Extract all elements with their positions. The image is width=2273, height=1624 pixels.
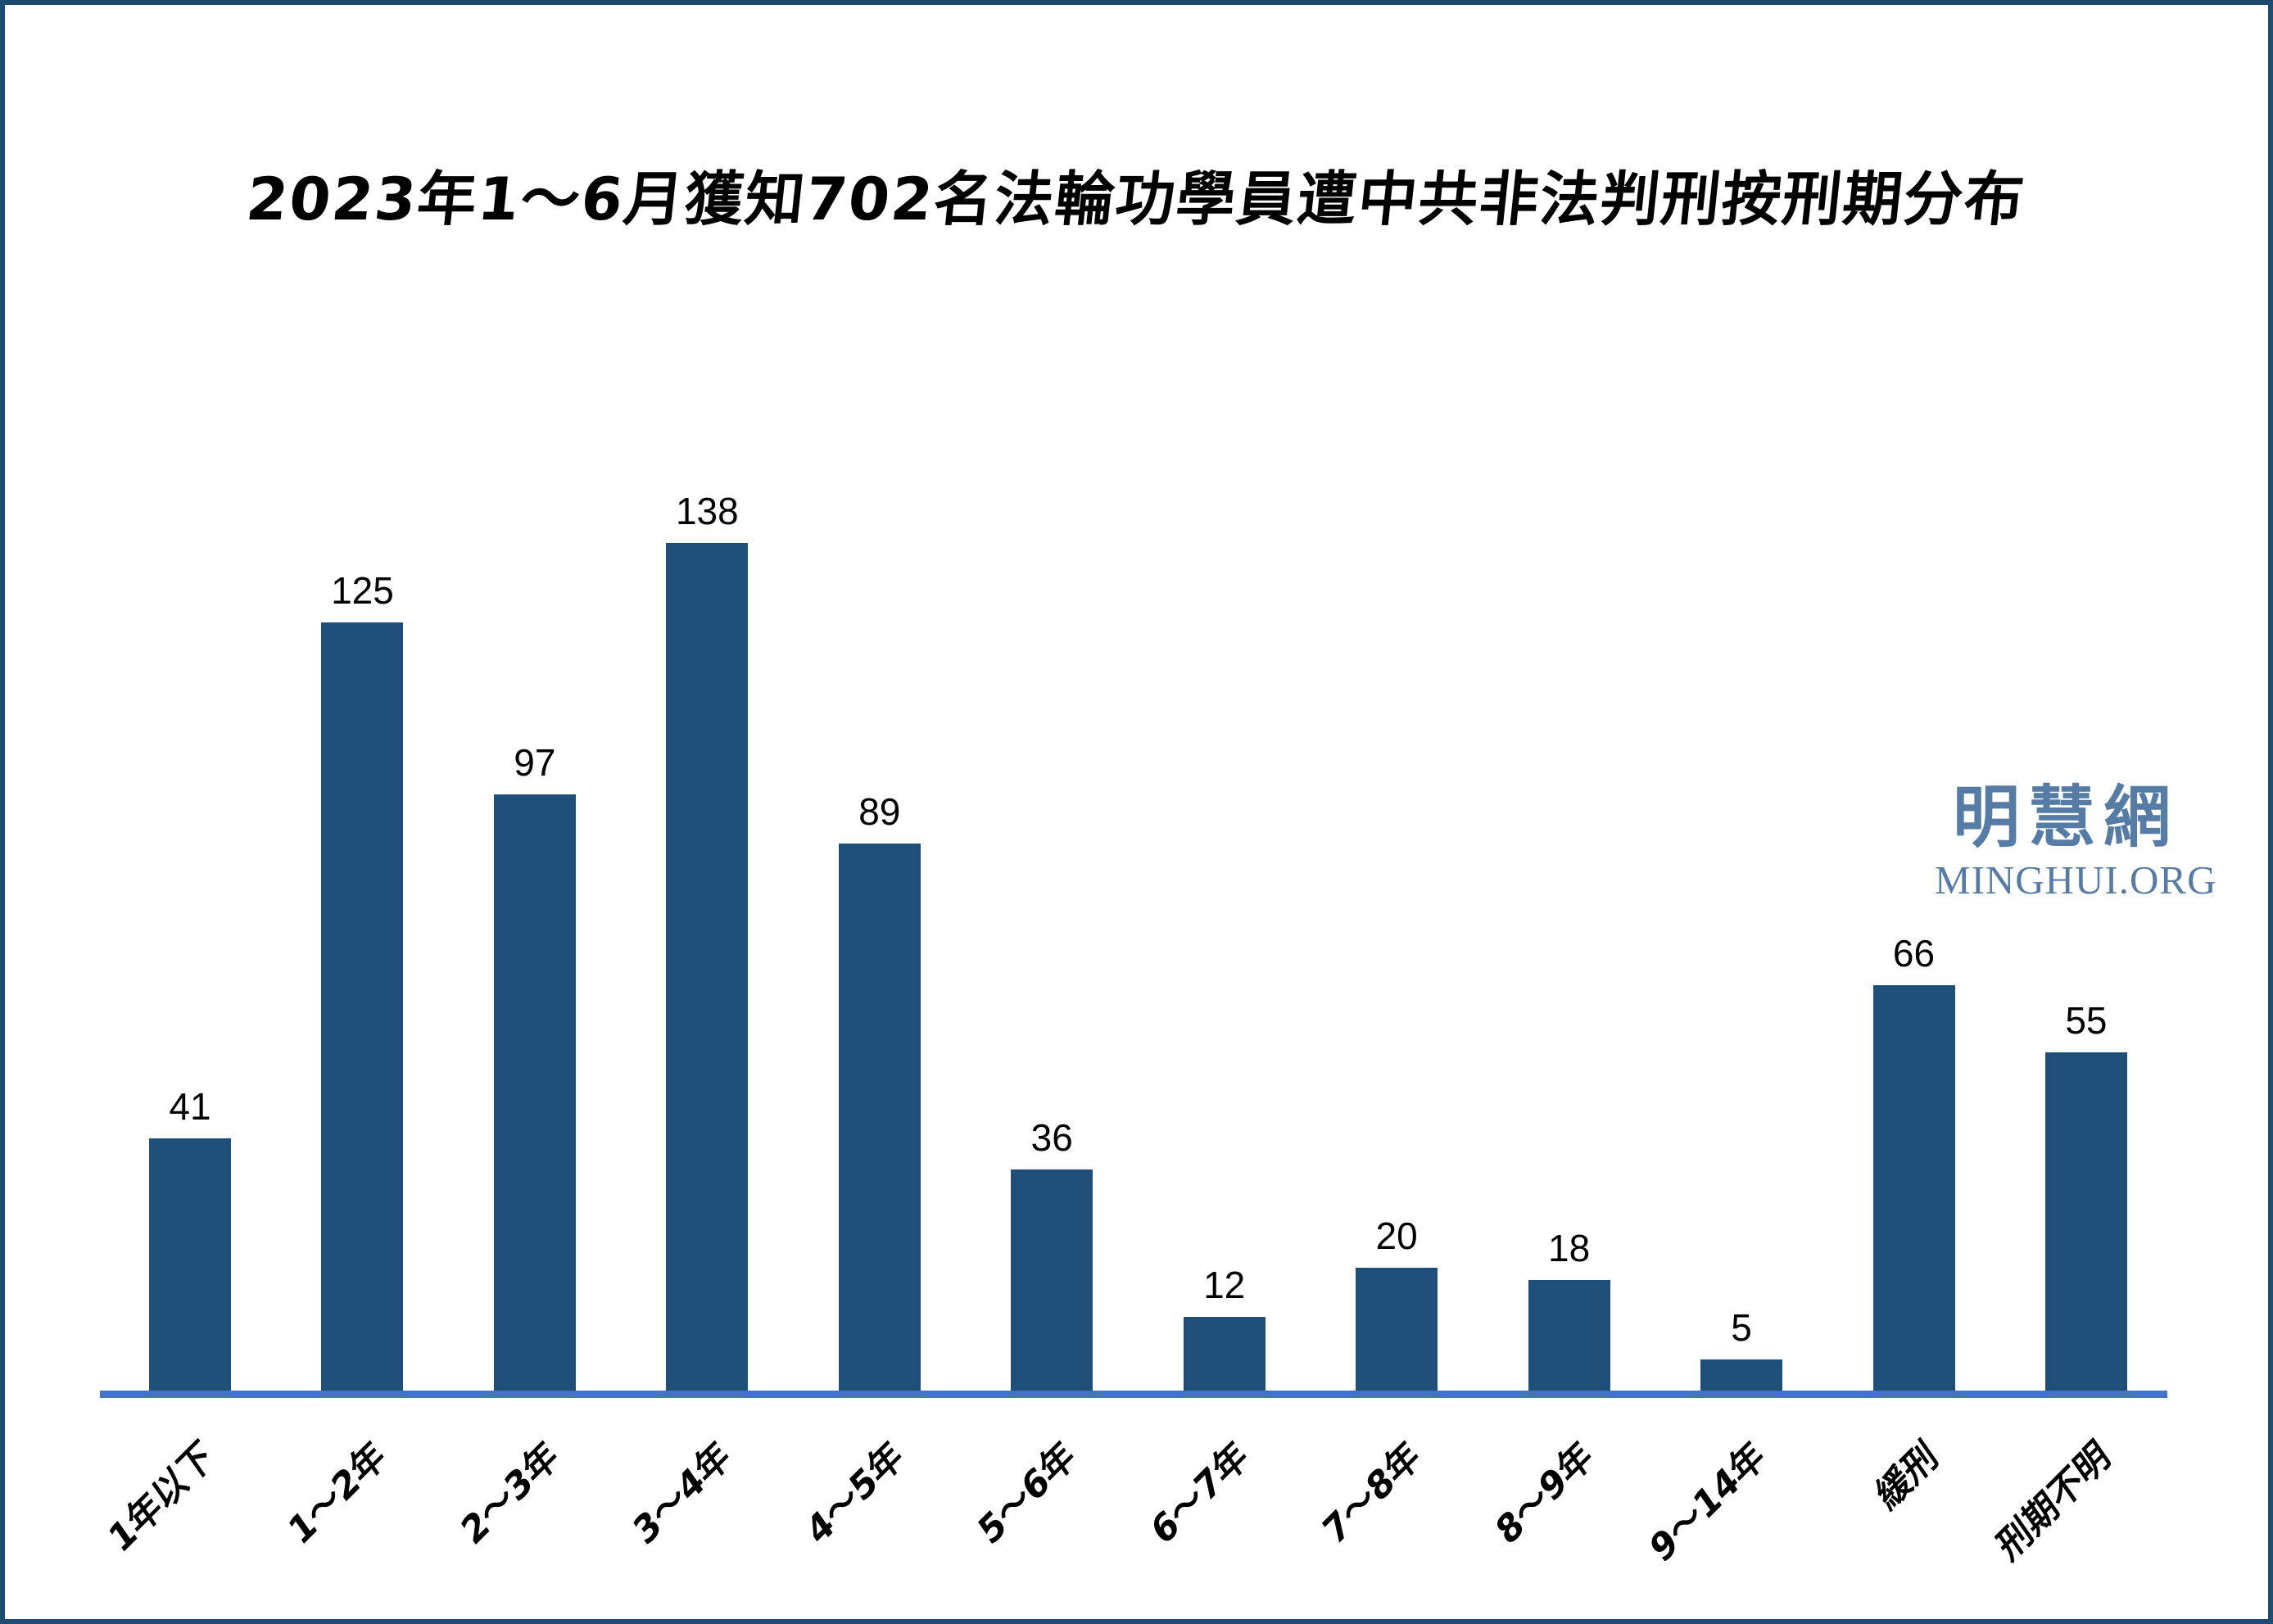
bar-9: [1700, 1359, 1783, 1391]
bar-10: [1872, 985, 1955, 1391]
bar-0: [149, 1138, 231, 1391]
bar-value-label-10: 66: [1892, 932, 1936, 975]
bar-7: [1356, 1268, 1438, 1391]
bar-value-label-4: 89: [858, 790, 901, 833]
bar-value-label-3: 138: [675, 490, 739, 532]
bar-value-label-8: 18: [1548, 1227, 1591, 1269]
x-axis-line: [100, 1391, 2167, 1398]
bar-11: [2044, 1052, 2127, 1391]
bar-value-label-7: 20: [1375, 1215, 1418, 1257]
bar-5: [1011, 1169, 1093, 1391]
x-tick-label-0: 1年以下: [102, 1432, 221, 1563]
bar-value-label-5: 36: [1030, 1116, 1073, 1159]
bar-value-label-2: 97: [514, 741, 556, 784]
bar-value-label-0: 41: [169, 1085, 211, 1128]
bar-4: [838, 844, 921, 1391]
minghui-logo-latin-text: MINGHUI.ORG: [1935, 857, 2217, 903]
bar-3: [666, 543, 749, 1391]
bar-value-label-11: 55: [2065, 999, 2108, 1042]
plot-area: 41 1年以下 125 1～2年 97 2～3年 138 3～4年 89 4～5年 36 5～6年 12…: [5, 5, 2268, 1619]
minghui-logo: 明慧網 MINGHUI.ORG: [1935, 779, 2217, 903]
bar-value-label-1: 125: [331, 569, 394, 612]
minghui-logo-cjk-text: 明慧網: [1952, 779, 2179, 857]
bar-8: [1528, 1280, 1610, 1391]
bar-2: [493, 794, 576, 1391]
bar-value-label-9: 5: [1731, 1306, 1752, 1349]
bar-value-label-6: 12: [1203, 1264, 1246, 1306]
bar-1: [321, 622, 404, 1391]
bar-6: [1183, 1317, 1266, 1391]
